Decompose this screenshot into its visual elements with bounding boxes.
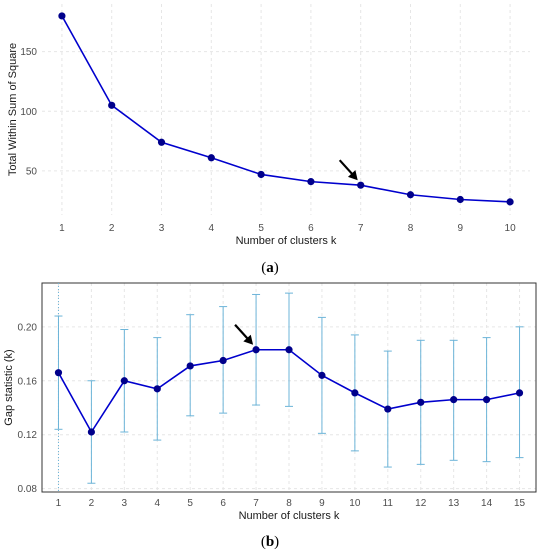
panel-a-caption: (a) [261, 260, 279, 276]
panel-a-point-k1 [58, 12, 66, 20]
panel-b-y-axis-title: Gap statistic (k) [3, 349, 15, 425]
panel-b-x-tick-11: 11 [383, 498, 394, 509]
panel-b-x-tick-2: 2 [89, 498, 95, 509]
panel-b-frame [41, 282, 537, 493]
panel-b-arrow-shaft [234, 324, 250, 341]
panel-b-y-tick-1: 0.08 [18, 484, 38, 495]
panel-b-x-axis-title: Number of clusters k [239, 510, 340, 522]
panel-b-x-tick-12: 12 [415, 498, 427, 509]
panel-b-y-tick-3: 0.16 [18, 376, 38, 387]
panel-a-y-tick-1: 50 [26, 166, 38, 177]
panel-b-y-tick-2: 0.12 [18, 430, 38, 441]
panel-b-point-k11 [384, 405, 392, 413]
panel-b-point-k5 [186, 362, 194, 370]
panel-a-x-tick-9: 9 [458, 223, 464, 234]
panel-b-point-k7 [252, 346, 260, 354]
panel-b-x-tick-8: 8 [286, 498, 292, 509]
panel-b-x-tick-14: 14 [481, 498, 493, 509]
panel-a-point-k6 [307, 178, 315, 186]
panel-b-x-tick-5: 5 [187, 498, 193, 509]
panel-a-x-axis-title: Number of clusters k [236, 235, 337, 247]
panel-a-x-tick-3: 3 [159, 223, 165, 234]
panel-b-point-k15 [515, 389, 524, 397]
panel-b-point-k1 [54, 369, 63, 377]
panel-a-point-k5 [257, 170, 265, 179]
panel-b-x-tick-1: 1 [56, 498, 62, 509]
panel-b-point-k12 [417, 398, 425, 406]
panel-a-x-tick-2: 2 [109, 223, 115, 234]
panel-a-y-tick-2: 100 [20, 107, 37, 118]
panel-a-x-tick-10: 10 [505, 223, 517, 234]
panel-a-x-tick-5: 5 [258, 223, 264, 234]
panel-b-point-k6 [219, 356, 227, 365]
panel-b-point-k13 [450, 396, 458, 404]
panel-a-series-line [61, 15, 511, 203]
panel-a-point-k8 [406, 191, 415, 199]
panel-a-arrow-shaft [338, 159, 355, 177]
panel-a-x-tick-7: 7 [358, 223, 364, 234]
panel-b-x-tick-9: 9 [319, 498, 325, 509]
panel-b-point-k2 [87, 428, 95, 436]
panel-b-x-tick-10: 10 [349, 498, 361, 509]
panel-b-point-k3 [120, 377, 128, 385]
panel-b-x-tick-7: 7 [253, 498, 259, 509]
panel-a-point-k2 [108, 101, 116, 109]
panel-b-point-k9 [318, 371, 326, 379]
panel-a-y-axis-title: Total Within Sum of Square [7, 43, 19, 176]
panel-a-x-tick-8: 8 [408, 223, 414, 234]
panel-b-x-tick-3: 3 [122, 498, 128, 509]
panel-b-y-tick-4: 0.20 [18, 322, 38, 333]
panel-a-point-k7 [357, 181, 365, 189]
panel-a-x-tick-6: 6 [308, 223, 314, 234]
panel-b-x-tick-13: 13 [448, 498, 460, 509]
panel-b-x-tick-6: 6 [220, 498, 226, 509]
panel-b-arrow-head [243, 334, 254, 345]
panel-b-caption: (b) [261, 534, 279, 550]
panel-b-point-k14 [483, 396, 491, 404]
panel-a-point-k4 [207, 154, 215, 162]
panel-a-x-tick-4: 4 [209, 223, 215, 234]
panel-b-point-k4 [153, 385, 161, 393]
panel-a-point-k3 [157, 138, 166, 146]
panel-a-point-k10 [506, 198, 514, 206]
panel-b-point-k8 [285, 346, 293, 354]
panel-b-x-tick-15: 15 [514, 498, 526, 509]
panel-a-arrow-head [347, 170, 358, 181]
panel-a-x-tick-1: 1 [59, 223, 65, 234]
panel-a-y-tick-3: 150 [20, 47, 37, 58]
panel-a-point-k9 [456, 195, 464, 204]
panel-b-x-tick-4: 4 [154, 498, 160, 509]
panel-b-point-k10 [351, 389, 359, 397]
